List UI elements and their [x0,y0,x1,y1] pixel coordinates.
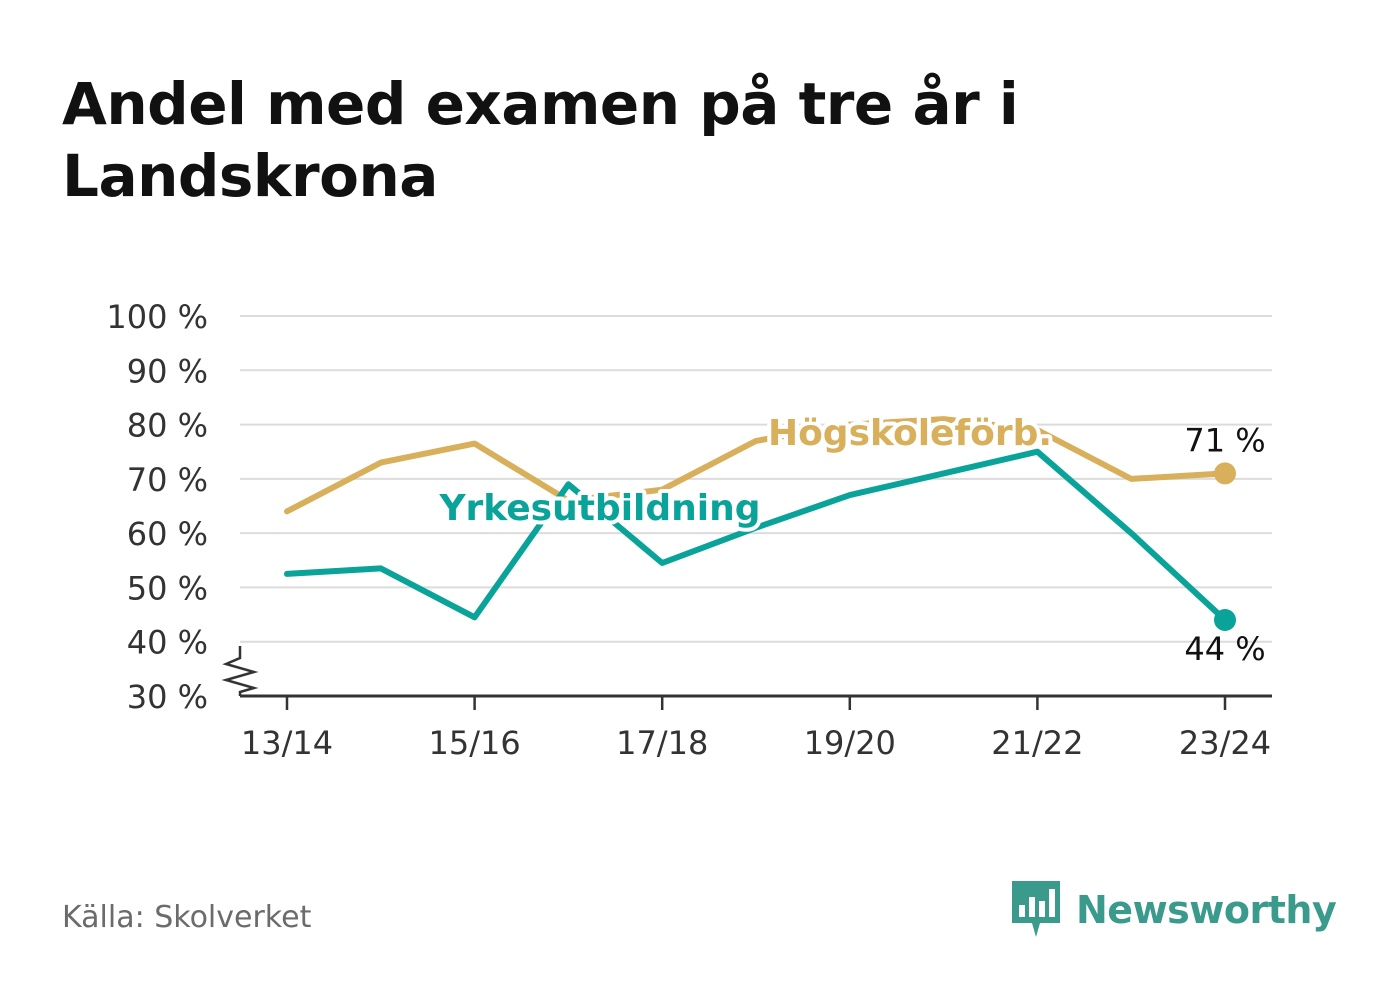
y-tick-label: 70 % [127,461,208,499]
yrkesutbildning-end-point [1214,609,1236,631]
y-tick-label: 100 % [106,298,208,336]
source-note: Källa: Skolverket [62,900,312,935]
line-chart: 30 %40 %50 %60 %70 %80 %90 %100 % 13/14 1… [106,298,1272,762]
hogskoleforb-line [284,416,1228,515]
x-tick-label: 17/18 [616,724,708,762]
yrkesutbildning-series-label: Yrkesutbildning [438,488,760,529]
y-tick-label: 40 % [127,624,208,662]
brand[interactable]: Newsworthy [1010,878,1337,942]
yrkesutbildning-line [284,448,1228,623]
y-tick-label: 50 % [127,569,208,607]
y-axis: 30 % 40 % 50 % 60 % 70 % 80 % 90 % 100 % [106,298,259,716]
x-tick-label: 21/22 [991,724,1083,762]
y-tick-label: 90 % [127,352,208,390]
axis-break [221,646,259,696]
hogskoleforb-end-label: 71 % [1184,421,1265,459]
x-tick-label: 15/16 [428,724,520,762]
yrkesutbildning-end-label: 44 % [1184,630,1265,668]
yrkesutbildning-series-label-halo: Yrkesutbildning [438,488,760,529]
x-tick-label: 19/20 [804,724,896,762]
newsworthy-logo-icon [1012,881,1060,937]
chart-title: Andel med examen på tre år i Landskrona [62,70,1019,210]
x-tick-label: 13/14 [241,724,333,762]
hogskoleforb-series-label-halo: Högskoleförb. [768,413,1052,454]
x-tick-label: 23/24 [1179,724,1271,762]
hogskoleforb-series-label: Högskoleförb. [768,413,1052,454]
x-axis: 13/14 15/16 17/18 19/20 21/22 23/24 [240,694,1272,762]
series-lines [284,416,1236,631]
series-labels: Högskoleförb.Högskoleförb.Yrkesutbildnin… [434,409,1265,668]
grid [240,315,1272,643]
y-tick-label: 80 % [127,407,208,445]
y-tick-label: 60 % [127,515,208,553]
hogskoleforb-end-point [1214,462,1236,485]
brand-name: Newsworthy [1076,888,1337,932]
y-tick-label: 30 % [127,678,208,716]
